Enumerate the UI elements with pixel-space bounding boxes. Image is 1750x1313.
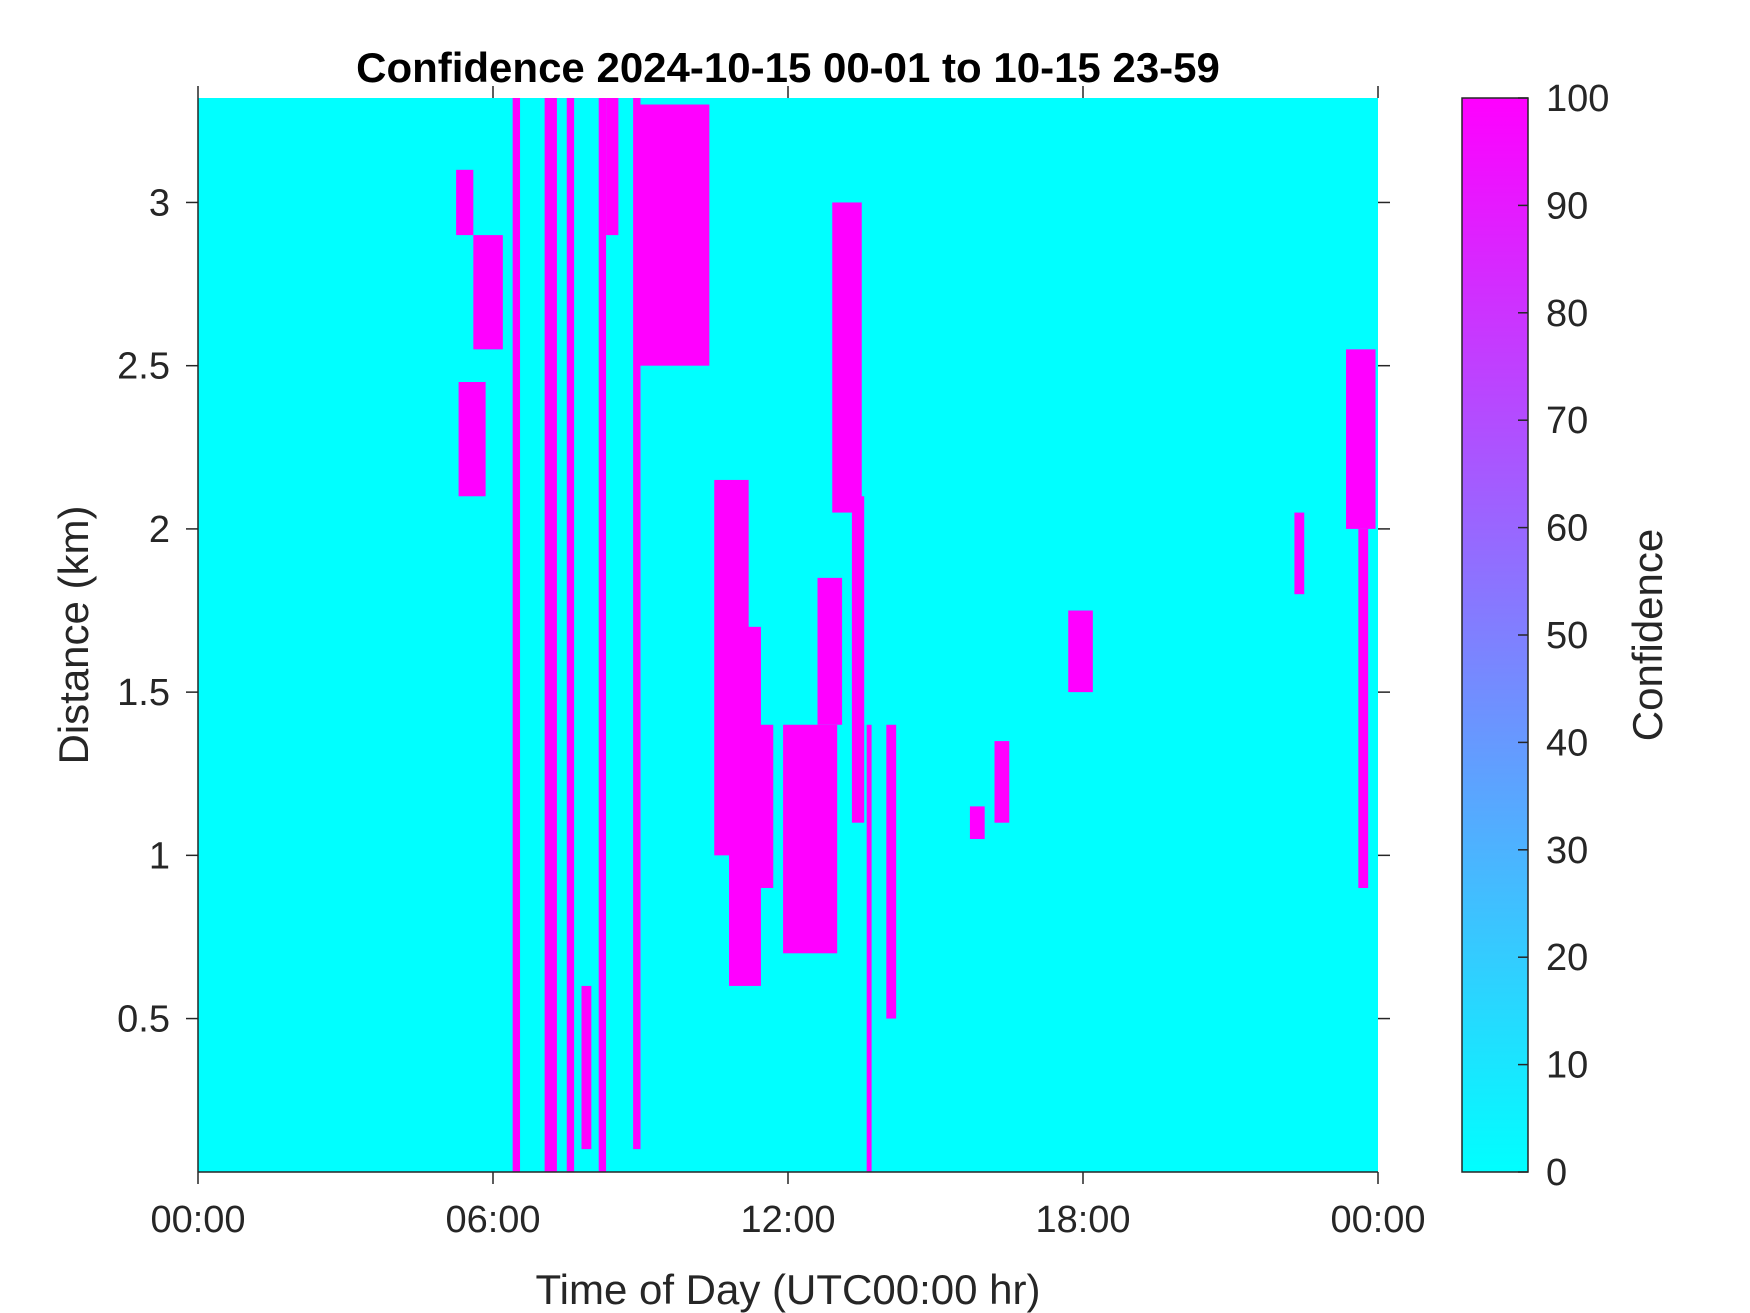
colorbar-tick-label: 70 xyxy=(1546,400,1588,442)
heatmap-cell-17 xyxy=(851,496,865,823)
heatmap-cell-8 xyxy=(606,98,619,236)
chart-title: Confidence 2024-10-15 00-01 to 10-15 23-… xyxy=(356,44,1220,91)
x-axis-label: Time of Day (UTC00:00 hr) xyxy=(536,1266,1041,1313)
colorbar-ticks: 0 10 20 30 40 50 60 70 80 90 100 xyxy=(1518,78,1609,1194)
heatmap-cell-14 xyxy=(783,724,838,954)
x-tick-label: 00:00 xyxy=(150,1199,245,1241)
heatmap-cell-6 xyxy=(581,985,592,1150)
heatmap-cell-5 xyxy=(566,98,575,1172)
heatmap-cell-0 xyxy=(456,169,474,236)
colorbar-tick-label: 60 xyxy=(1546,508,1588,550)
colorbar-tick-label: 90 xyxy=(1546,185,1588,227)
heatmap-cell-13 xyxy=(758,724,774,888)
heatmap-cell-15 xyxy=(817,577,843,725)
colorbar-tick-label: 0 xyxy=(1546,1152,1567,1194)
x-tick-label: 06:00 xyxy=(445,1199,540,1241)
heatmap-cell-10 xyxy=(640,104,710,366)
y-tick-label: 1 xyxy=(149,835,170,877)
axes: 00:00 06:00 12:00 18:00 00:00 0.5 1 1.5 2 2.5 3 xyxy=(117,86,1426,1241)
y-axis-label: Distance (km) xyxy=(50,505,97,764)
heatmap-cell-25 xyxy=(1294,512,1305,595)
colorbar-tick-label: 50 xyxy=(1546,615,1588,657)
colorbar-tick-label: 20 xyxy=(1546,937,1588,979)
heatmap-cell-1 xyxy=(473,235,503,350)
colorbar-tick-label: 30 xyxy=(1546,830,1588,872)
colorbar-tick-label: 40 xyxy=(1546,722,1588,764)
colorbar-tick-label: 80 xyxy=(1546,293,1588,335)
heatmap-cell-7 xyxy=(598,98,607,1172)
heatmap-cell-16 xyxy=(832,202,862,513)
heatmap-cell-22 xyxy=(1068,610,1093,693)
heatmap-cell-19 xyxy=(886,724,897,1019)
heatmap-cell-2 xyxy=(458,382,486,497)
heatmap-cell-21 xyxy=(994,741,1010,823)
heatmap-cell-23 xyxy=(1346,349,1376,529)
heatmap-cell-4 xyxy=(544,98,557,1172)
x-tick-label: 18:00 xyxy=(1035,1199,1130,1241)
colorbar-tick-label: 10 xyxy=(1546,1045,1588,1087)
heatmap-cell-24 xyxy=(1358,528,1369,888)
x-tick-label: 00:00 xyxy=(1330,1199,1425,1241)
heatmap-cell-12 xyxy=(729,626,761,986)
heatmap-cells xyxy=(456,98,1376,1172)
y-tick-label: 1.5 xyxy=(117,672,170,714)
plot-area xyxy=(198,98,1378,1172)
colorbar xyxy=(1461,97,1529,1173)
heatmap-cell-20 xyxy=(969,806,985,840)
heatmap-cell-3 xyxy=(512,98,521,1172)
heatmap-cell-9 xyxy=(633,98,641,1150)
colorbar-tick-label: 100 xyxy=(1546,78,1609,120)
x-tick-label: 12:00 xyxy=(740,1199,835,1241)
y-tick-label: 2 xyxy=(149,509,170,551)
colorbar-label: Confidence xyxy=(1624,529,1671,741)
y-tick-label: 3 xyxy=(149,182,170,224)
y-tick-label: 0.5 xyxy=(117,999,170,1041)
y-tick-label: 2.5 xyxy=(117,346,170,388)
heatmap-cell-18 xyxy=(866,724,872,1172)
